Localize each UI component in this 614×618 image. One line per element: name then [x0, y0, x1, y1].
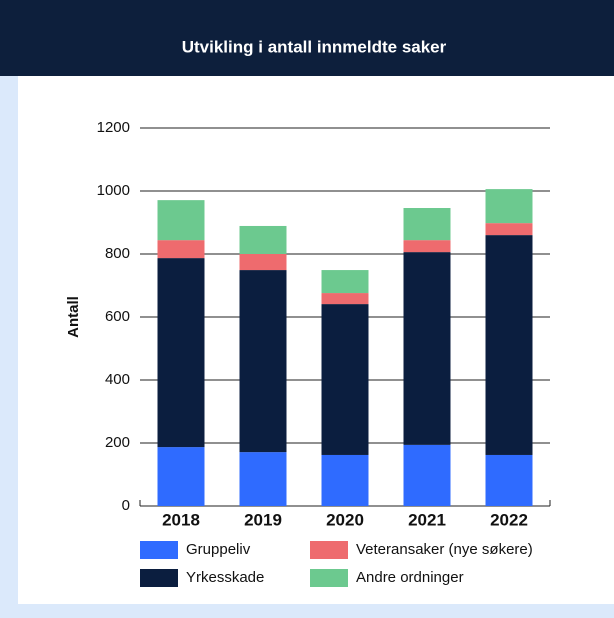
bar-segment — [403, 240, 451, 253]
bar-segment — [239, 225, 287, 254]
bar-segment — [403, 208, 451, 241]
legend-swatch — [310, 569, 348, 587]
header — [0, 0, 614, 76]
bar-segment — [239, 452, 287, 506]
y-tick-label: 200 — [105, 434, 130, 451]
bar-segment — [239, 254, 287, 271]
y-tick-label: 1200 — [97, 119, 130, 136]
y-tick-label: 0 — [122, 497, 130, 514]
bar-segment — [321, 293, 369, 305]
y-tick-label: 400 — [105, 371, 130, 388]
bar-segment — [485, 189, 533, 224]
bar-segment — [403, 444, 451, 506]
bar-segment — [157, 447, 205, 506]
bar-segment — [157, 200, 205, 241]
bar-segment — [485, 235, 533, 455]
bar-segment — [239, 270, 287, 453]
legend-label: Andre ordninger — [356, 569, 464, 586]
bar-segment — [157, 240, 205, 259]
x-tick-label: 2020 — [326, 510, 364, 529]
legend-label: Yrkesskade — [186, 569, 264, 586]
bar-segment — [321, 304, 369, 455]
y-tick-label: 1000 — [97, 182, 130, 199]
chart-title: Utvikling i antall innmeldte saker — [182, 37, 447, 56]
bar-segment — [485, 454, 533, 506]
bar-segment — [321, 270, 369, 294]
bar-segment — [157, 258, 205, 448]
x-tick-label: 2022 — [490, 510, 528, 529]
legend-swatch — [140, 569, 178, 587]
legend-swatch — [140, 541, 178, 559]
x-tick-label: 2021 — [408, 510, 446, 529]
y-axis-label: Antall — [65, 296, 82, 338]
x-tick-label: 2018 — [162, 510, 200, 529]
y-tick-label: 600 — [105, 308, 130, 325]
x-tick-label: 2019 — [244, 510, 282, 529]
bar-segment — [321, 454, 369, 506]
bar-segment — [485, 223, 533, 236]
y-tick-label: 800 — [105, 245, 130, 262]
legend-swatch — [310, 541, 348, 559]
legend-label: Gruppeliv — [186, 541, 251, 558]
legend-label: Veteransaker (nye søkere) — [356, 541, 533, 558]
bar-segment — [403, 252, 451, 445]
